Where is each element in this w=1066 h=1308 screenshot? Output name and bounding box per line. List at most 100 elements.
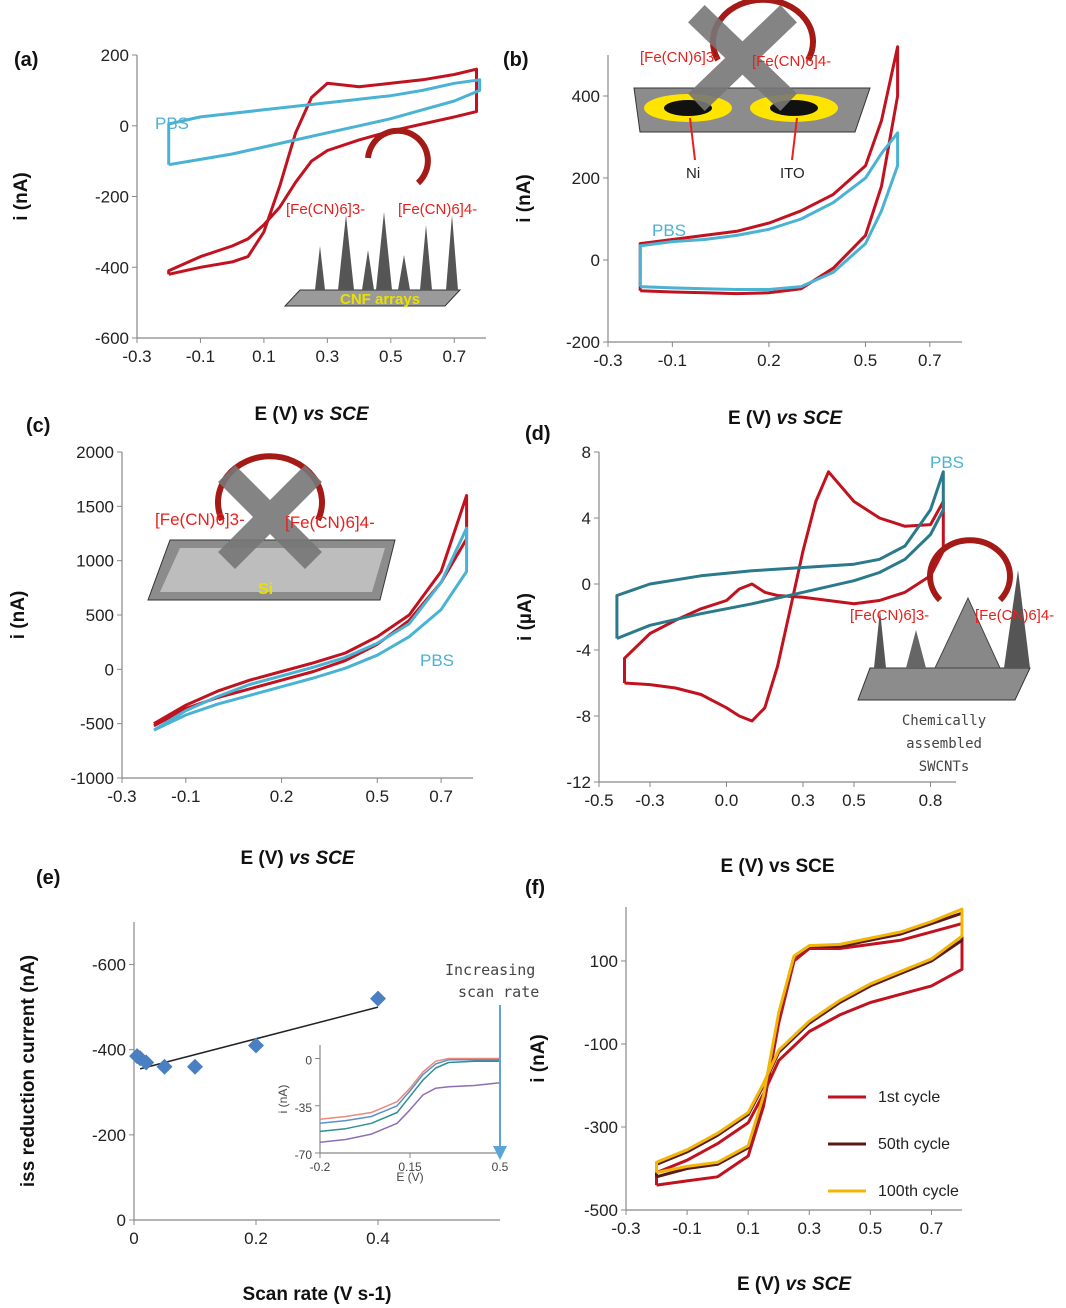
x-tick-label: -0.1 (658, 351, 687, 370)
data-point (187, 1058, 203, 1075)
series-line-red (638, 45, 900, 296)
panel-d-swcnt (934, 596, 1001, 669)
panel-a-species-right: [Fe(CN)6]4- (398, 201, 477, 218)
x-tick-label: 0.2 (270, 787, 294, 806)
x-tick-label: 0.5 (842, 791, 866, 810)
x-axis-label: E (V) vs SCE (254, 404, 369, 425)
y-tick-label: -500 (584, 1201, 618, 1220)
data-point (370, 990, 386, 1007)
y-axis-label: i (µA) (515, 593, 536, 641)
panel-c-pbs-label: PBS (420, 651, 454, 670)
series-line-inset_purple (319, 1082, 501, 1143)
panel-c-series (153, 494, 469, 732)
x-tick-label: 0 (129, 1229, 138, 1248)
panel-d-series (615, 470, 945, 723)
x-axis-label-italic: vs SCE (777, 408, 844, 429)
inset-y-axis-label: i (nA) (276, 1085, 290, 1114)
legend-label-1st: 1st cycle (878, 1089, 940, 1106)
panel-b-ni-pointer (689, 117, 696, 161)
x-axis-label-main: E (V) (737, 1274, 786, 1295)
panel-b-species-left: [Fe(CN)6]3- (640, 49, 719, 66)
y-tick-label: -8 (576, 707, 591, 726)
panel-b-device-illustration: [Fe(CN)6]3- [Fe(CN)6]4- Ni ITO (633, 0, 871, 182)
y-tick-label: 1000 (76, 552, 114, 571)
x-axis-label-main: E (V) (728, 408, 777, 429)
x-tick-label: 0.8 (919, 791, 943, 810)
x-tick-label: 0.5 (379, 347, 403, 366)
y-tick-label: 0 (582, 575, 591, 594)
x-tick-label: -0.3 (611, 1219, 640, 1238)
x-tick-label: 0.0 (715, 791, 739, 810)
x-tick-label: -0.2 (310, 1160, 331, 1174)
x-axis-label: E (V) vs SCE (240, 848, 355, 869)
panel-a-species-left: [Fe(CN)6]3- (286, 201, 365, 218)
y-tick-label: -400 (95, 258, 129, 277)
series-line-pbs (638, 131, 900, 291)
panel-e-inset-series (319, 1057, 501, 1143)
panel-a-cnf-tip (362, 250, 374, 290)
series-line-inset_teal (319, 1060, 500, 1133)
x-tick-label: 0.1 (736, 1219, 760, 1238)
panel-d-pbs-label: PBS (930, 453, 964, 472)
y-tick-label: -200 (92, 1126, 126, 1145)
x-axis-label: E (V) vs SCE (728, 408, 843, 429)
x-axis-label-main: E (V) (254, 404, 303, 425)
data-point (248, 1037, 264, 1054)
y-tick-label: 100 (590, 952, 618, 971)
panel-d-swcnt (874, 610, 886, 668)
y-tick-label: 8 (582, 443, 591, 462)
y-tick-label: -200 (566, 333, 600, 352)
panel-a-label: (a) (14, 49, 38, 71)
y-tick-label: 0 (120, 117, 129, 136)
y-tick-label: -400 (92, 1041, 126, 1060)
y-tick-label: 0 (305, 1054, 312, 1068)
x-tick-label: 0.1 (252, 347, 276, 366)
panel-d-swcnt (1004, 570, 1030, 668)
x-tick-label: -0.3 (635, 791, 664, 810)
panel-c-label: (c) (26, 415, 50, 437)
y-axis-label: i (nA) (11, 172, 32, 221)
x-tick-label: 0.7 (920, 1219, 944, 1238)
y-tick-label: 4 (582, 509, 591, 528)
panel-b-ni-label: Ni (686, 165, 700, 182)
x-axis-label-main: E (V) vs SCE (720, 856, 834, 877)
panel-f: (f) -0.3 -0.1 0.1 0.3 0.5 0.7 100 -100 -300 -500 E… (525, 877, 964, 1295)
panel-a-cnf-tip (398, 255, 410, 290)
data-point (138, 1054, 155, 1071)
y-tick-label: -600 (95, 329, 129, 348)
legend-label-100th: 100th cycle (878, 1183, 959, 1200)
panel-b-label: (b) (503, 49, 529, 71)
y-tick-label: -600 (92, 956, 126, 975)
panel-f-axes: -0.3 -0.1 0.1 0.3 0.5 0.7 100 -100 -300 -500 E (V)… (528, 907, 962, 1295)
panel-f-label: (f) (525, 877, 545, 899)
panel-b: (b) -0.3 -0.1 0.2 0.5 0.7 400 200 0 -200 E (V) vs… (503, 0, 962, 429)
series-line-pbs (167, 78, 482, 167)
y-tick-label: 200 (572, 169, 600, 188)
y-tick-label: 1500 (76, 497, 114, 516)
panel-c-axes: -0.3 -0.1 0.2 0.5 0.7 2000 1500 1000 500 0 -500 -10… (8, 443, 473, 869)
panel-a-cnf-tip (446, 215, 458, 290)
panel-c-device-illustration: [Fe(CN)6]3- [Fe(CN)6]4- Si (147, 453, 396, 601)
panel-a-axes: -0.3 -0.1 0.1 0.3 0.5 0.7 200 0 -200 -400 -600 E (V… (11, 46, 486, 425)
panel-d-redox-arrow (927, 537, 1013, 603)
panel-e-series (129, 990, 386, 1075)
panel-c: (c) -0.3 -0.1 0.2 0.5 0.7 2000 1500 1000 500 0 -50… (8, 415, 473, 869)
panel-d-species-left: [Fe(CN)6]3- (850, 607, 929, 624)
y-axis-label: i (nA) (8, 591, 29, 640)
panel-b-pbs-label: PBS (652, 221, 686, 240)
series-line-100th-cycle (655, 907, 964, 1175)
x-tick-label: 0.3 (791, 791, 815, 810)
panel-a-series (167, 67, 482, 276)
y-tick-label: 0 (105, 660, 114, 679)
y-tick-label: 0 (591, 251, 600, 270)
panel-a-cnf-tip (376, 212, 392, 290)
x-tick-label: 0.2 (757, 351, 781, 370)
panel-a-redox-arrow (365, 127, 431, 186)
y-tick-label: -100 (584, 1035, 618, 1054)
panel-b-ito-pointer (791, 117, 798, 161)
x-axis-label: Scan rate (V s-1) (243, 1284, 392, 1305)
y-tick-label: -4 (576, 641, 591, 660)
panel-c-device-label: Si (258, 581, 273, 598)
panel-a-cnf-tip (420, 225, 432, 290)
y-tick-label: -1000 (71, 769, 114, 788)
